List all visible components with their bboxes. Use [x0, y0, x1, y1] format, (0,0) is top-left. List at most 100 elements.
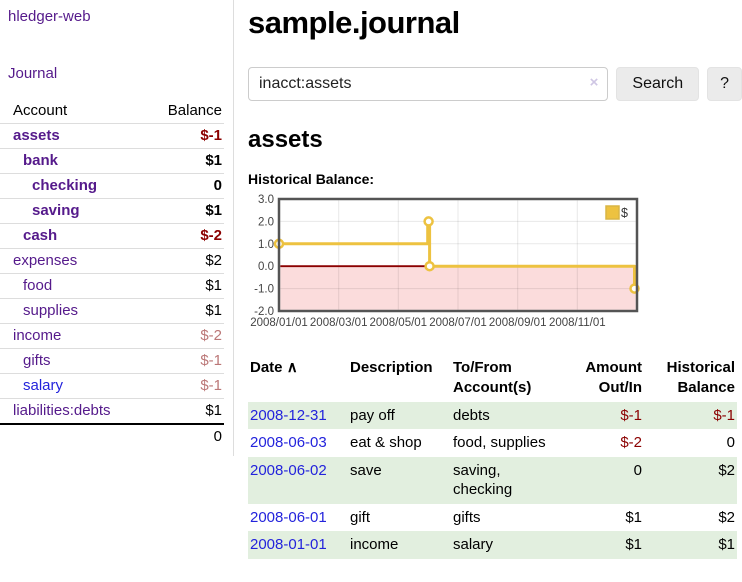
- clear-search-icon[interactable]: ×: [589, 74, 599, 91]
- account-row-gifts: gifts $-1: [0, 348, 224, 374]
- transaction-date-link[interactable]: 2008-06-01: [250, 508, 327, 526]
- transaction-row: 2008-06-02 save saving, checking 0 $2: [248, 456, 737, 504]
- sidebar-item-journal[interactable]: Journal: [8, 65, 58, 82]
- account-link-supplies[interactable]: supplies: [23, 302, 79, 319]
- transaction-accounts: debts: [453, 406, 490, 424]
- account-balance: $-2: [148, 223, 224, 249]
- transactions-header-row: Date ∧ Description To/From Account(s) Am…: [248, 356, 737, 402]
- chart-title: Historical Balance:: [248, 171, 375, 187]
- account-row-bank: bank $1: [0, 148, 224, 174]
- transactions-table: Date ∧ Description To/From Account(s) Am…: [248, 356, 737, 559]
- transaction-accounts: food, supplies: [453, 434, 546, 451]
- accounts-header-account: Account: [13, 102, 68, 119]
- account-row-assets: assets $-1: [0, 123, 224, 149]
- account-balance: $2: [148, 248, 224, 274]
- help-button[interactable]: ?: [707, 67, 742, 101]
- transaction-description: save: [350, 461, 382, 479]
- main-content: sample.journal × Search ? assets Histori…: [234, 0, 742, 559]
- transaction-date-link[interactable]: 2008-12-31: [250, 406, 327, 424]
- page-title: sample.journal: [248, 5, 460, 40]
- account-link-assets[interactable]: assets: [13, 127, 60, 144]
- header-tofrom: To/From Account(s): [453, 359, 532, 397]
- account-link-salary[interactable]: salary: [23, 377, 64, 394]
- account-link-food[interactable]: food: [23, 277, 53, 294]
- y-tick: 0.0: [258, 261, 274, 273]
- account-link-saving[interactable]: saving: [32, 202, 80, 219]
- x-tick: 2008/11/01: [549, 317, 606, 329]
- account-row-liabilities-debts: liabilities:debts $1: [0, 398, 224, 424]
- transaction-amount: $1: [625, 508, 642, 526]
- accounts-header-row: Account Balance: [0, 99, 224, 124]
- accounts-total-value: 0: [148, 423, 224, 449]
- account-row-saving: saving $1: [0, 198, 224, 224]
- account-link-cash[interactable]: cash: [23, 227, 58, 244]
- legend-swatch: [605, 205, 620, 220]
- search-input[interactable]: [248, 67, 609, 101]
- y-tick: 3.0: [258, 194, 274, 206]
- transaction-amount: $-1: [620, 406, 642, 424]
- account-balance: $-1: [148, 373, 224, 399]
- header-date[interactable]: Date ∧: [250, 359, 298, 376]
- plot-border: [277, 197, 639, 313]
- account-row-cash: cash $-2: [0, 223, 224, 249]
- account-balance: $-1: [148, 123, 224, 149]
- account-link-income[interactable]: income: [13, 327, 62, 344]
- transaction-amount: 0: [633, 461, 642, 479]
- account-row-expenses: expenses $2: [0, 248, 224, 274]
- transaction-date-link[interactable]: 2008-01-01: [250, 536, 327, 553]
- account-link-bank[interactable]: bank: [23, 152, 59, 169]
- search-button[interactable]: Search: [616, 67, 700, 101]
- sidebar: hledger-web Journal Account Balance asse…: [0, 0, 234, 456]
- transaction-accounts: saving, checking: [453, 461, 513, 499]
- transaction-balance: $-1: [713, 406, 735, 424]
- account-row-supplies: supplies $1: [0, 298, 224, 324]
- account-balance: $1: [148, 398, 224, 424]
- transaction-row: 2008-06-01 gift gifts $1 $2: [248, 504, 737, 532]
- header-balance: Historical Balance: [666, 359, 735, 397]
- account-balance: $1: [148, 148, 224, 174]
- x-tick: 2008/09/01: [489, 317, 547, 329]
- transaction-balance: $1: [718, 536, 735, 553]
- transaction-description: eat & shop: [350, 434, 422, 451]
- account-link-gifts[interactable]: gifts: [23, 352, 51, 369]
- account-row-salary: salary $-1: [0, 373, 224, 399]
- y-tick: 2.0: [258, 216, 274, 228]
- account-balance: $1: [148, 198, 224, 224]
- account-link-liabilities-debts[interactable]: liabilities:debts: [13, 402, 111, 419]
- account-row-food: food $1: [0, 273, 224, 299]
- header-amount: Amount Out/In: [585, 359, 642, 397]
- account-link-expenses[interactable]: expenses: [13, 252, 78, 269]
- account-balance: $-2: [148, 323, 224, 349]
- vertical-gridlines: [338, 200, 578, 310]
- app-brand-link[interactable]: hledger-web: [8, 8, 91, 25]
- transaction-amount: $-2: [620, 434, 642, 451]
- y-tick: -2.0: [254, 306, 274, 318]
- legend-label: $: [621, 206, 628, 220]
- account-heading: assets: [248, 126, 323, 153]
- header-description: Description: [350, 359, 433, 376]
- historical-balance-chart: $ 3.0 2.0 1.0 0.0 -1.0 -2.0 2008/01/01 2…: [250, 194, 640, 329]
- transaction-row: 2008-06-03 eat & shop food, supplies $-2…: [248, 429, 737, 457]
- account-balance: $1: [148, 273, 224, 299]
- y-axis-labels: 3.0 2.0 1.0 0.0 -1.0 -2.0: [254, 194, 274, 318]
- transaction-amount: $1: [625, 536, 642, 553]
- accounts-header-balance: Balance: [167, 102, 222, 119]
- x-tick: 2008/05/01: [370, 317, 428, 329]
- transaction-balance: 0: [726, 434, 735, 451]
- account-link-checking[interactable]: checking: [32, 177, 98, 194]
- transaction-date-link[interactable]: 2008-06-03: [250, 434, 327, 451]
- transaction-accounts: salary: [453, 536, 494, 553]
- sort-ascending-icon: ∧: [286, 359, 298, 376]
- transaction-date-link[interactable]: 2008-06-02: [250, 461, 327, 479]
- transaction-row: 2008-12-31 pay off debts $-1 $-1: [248, 401, 737, 429]
- negative-region-fill: [280, 266, 636, 310]
- accounts-table: Account Balance assets $-1 bank $1 check…: [0, 99, 224, 449]
- transaction-accounts: gifts: [453, 508, 481, 526]
- search-form: × Search ?: [248, 67, 742, 101]
- transaction-description: pay off: [350, 406, 395, 424]
- account-balance: $-1: [148, 348, 224, 374]
- y-tick: 1.0: [258, 239, 274, 251]
- transaction-row: 2008-01-01 income salary $1 $1: [248, 531, 737, 559]
- y-tick: -1.0: [254, 284, 274, 296]
- x-tick: 2008/01/01: [250, 317, 308, 329]
